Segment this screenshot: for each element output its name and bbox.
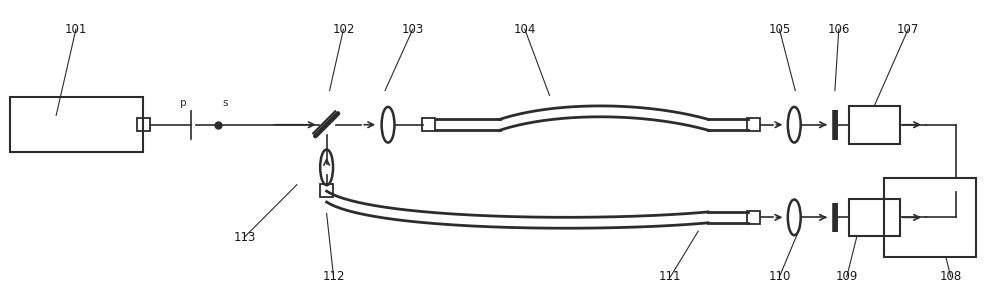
Text: s: s <box>223 98 228 108</box>
Text: 104: 104 <box>514 22 536 36</box>
Bar <box>422 118 435 131</box>
Bar <box>849 106 900 144</box>
Bar <box>747 211 760 224</box>
Bar <box>10 98 143 152</box>
Text: 110: 110 <box>768 270 791 283</box>
Text: 103: 103 <box>402 22 424 36</box>
Text: 108: 108 <box>940 270 962 283</box>
Text: 102: 102 <box>332 22 355 36</box>
Bar <box>849 199 900 236</box>
Text: 113: 113 <box>233 231 256 244</box>
Text: p: p <box>180 98 186 108</box>
Text: 107: 107 <box>897 22 919 36</box>
Text: 112: 112 <box>322 270 345 283</box>
Bar <box>320 184 333 197</box>
Text: 109: 109 <box>836 270 858 283</box>
Text: 105: 105 <box>768 22 791 36</box>
Text: 101: 101 <box>65 22 87 36</box>
Bar <box>137 118 150 131</box>
Bar <box>884 178 976 257</box>
Bar <box>747 118 760 131</box>
Text: 106: 106 <box>828 22 850 36</box>
Text: 111: 111 <box>659 270 682 283</box>
